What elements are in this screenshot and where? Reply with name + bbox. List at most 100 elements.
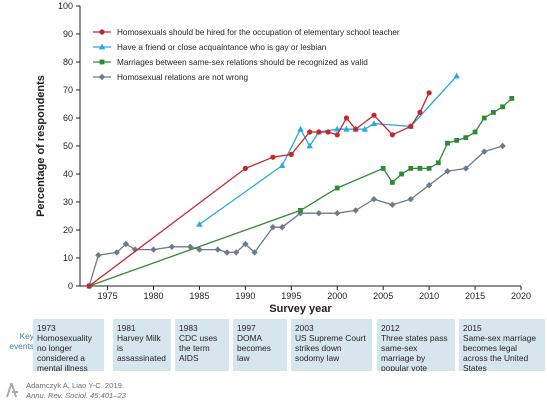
data-point [187, 243, 194, 250]
data-point [407, 196, 414, 203]
x-tick-label: 2005 [373, 291, 393, 301]
y-tick-label: 100 [58, 1, 73, 11]
data-point [499, 142, 506, 150]
data-point [444, 168, 451, 175]
event-year: 2003 [295, 323, 314, 333]
data-point [463, 135, 469, 140]
data-point [425, 182, 433, 189]
citation-authors: Adamczyk A, Liao Y-C. 2019. [26, 381, 124, 390]
data-point [352, 207, 359, 214]
data-point [270, 154, 276, 160]
data-point [278, 162, 286, 168]
y-tick-label: 70 [63, 85, 73, 95]
event-year: 1997 [237, 323, 256, 333]
x-tick-label: 1995 [281, 291, 301, 301]
data-point [86, 283, 92, 289]
y-tick-label: 40 [63, 169, 73, 179]
data-point [361, 125, 369, 132]
data-point [481, 115, 487, 121]
x-tick-label: 2020 [511, 291, 531, 301]
data-point [325, 129, 331, 135]
data-point [196, 246, 203, 253]
data-point [122, 240, 130, 248]
data-point [371, 112, 377, 118]
data-point [334, 185, 340, 191]
series [85, 72, 515, 290]
data-point [426, 90, 432, 96]
y-tick-label: 10 [63, 253, 73, 263]
data-point [389, 132, 395, 138]
data-point [399, 171, 404, 177]
data-point [298, 208, 303, 213]
legend-label: Homosexual relations are not wrong [117, 73, 249, 82]
data-point [509, 96, 515, 101]
data-point [445, 140, 450, 146]
y-tick-label: 90 [63, 29, 73, 39]
event-1973: 1973 Homosexuality no longer considered … [33, 319, 104, 371]
data-point [408, 166, 414, 171]
data-point [95, 252, 102, 259]
y-tick-label: 80 [63, 57, 73, 67]
event-text: US Supreme Court strikes down sodomy law [295, 333, 366, 363]
data-point [389, 180, 395, 185]
series-line [199, 75, 458, 225]
data-point [278, 224, 286, 231]
event-text: Homosexuality no longer considered a men… [37, 333, 92, 371]
data-point [214, 246, 222, 253]
data-point [251, 249, 258, 256]
data-point [353, 126, 359, 132]
x-tick-label: 1980 [143, 291, 163, 301]
data-point [131, 246, 139, 253]
y-tick-label: 20 [63, 225, 73, 235]
legend-item: Marriages between same-sex relations sho… [93, 58, 368, 67]
data-point [288, 151, 294, 157]
legend-item: Have a friend or close acquaintance who … [93, 43, 327, 52]
data-point [454, 138, 460, 143]
data-point [242, 165, 248, 171]
data-point [370, 120, 378, 126]
data-point [316, 129, 322, 135]
series-line [88, 145, 503, 287]
data-point [343, 115, 350, 121]
data-point [435, 160, 441, 166]
event-1997: 1997 DOMA becomes law [233, 319, 287, 371]
event-year: 1981 [117, 323, 136, 333]
data-point [462, 165, 470, 172]
data-point [315, 210, 323, 217]
data-point [472, 129, 478, 135]
data-point [417, 109, 423, 115]
legend-marker [98, 73, 106, 81]
data-point [481, 148, 488, 155]
legend-marker [99, 59, 105, 65]
data-point [389, 201, 396, 208]
x-tick-label: 2010 [419, 291, 439, 301]
event-2015: 2015 Same-sex marriage becomes legal acr… [459, 319, 545, 371]
data-point [417, 166, 423, 171]
data-point [307, 129, 313, 135]
data-point [500, 104, 506, 110]
legend-marker [98, 43, 106, 50]
event-text: DOMA becomes law [237, 333, 271, 363]
series-3 [86, 96, 515, 289]
data-point [242, 240, 249, 248]
legend-item: Homosexual relations are not wrong [93, 73, 249, 82]
data-point [408, 123, 414, 129]
event-1981: 1981 Harvey Milk is assassinated [113, 319, 171, 371]
data-point [297, 125, 304, 132]
series-1 [86, 90, 432, 289]
data-point [269, 224, 277, 231]
data-point [306, 142, 313, 149]
chart: 0 10 20 30 40 50 60 70 80 90 100 1975 1980 1985 1990 19… [35, 1, 531, 315]
data-point [196, 221, 203, 227]
data-point [223, 249, 231, 256]
legend-label: Marriages between same-sex relations sho… [117, 58, 368, 67]
event-year: 1983 [179, 323, 198, 333]
data-point [380, 166, 386, 171]
y-tick-label: 50 [63, 141, 73, 151]
series-line [88, 92, 430, 287]
data-point [113, 249, 120, 256]
data-point [334, 125, 341, 132]
event-year: 2015 [463, 323, 482, 333]
data-point [232, 249, 240, 256]
event-2003: 2003 US Supreme Court strikes down sodom… [291, 319, 372, 371]
